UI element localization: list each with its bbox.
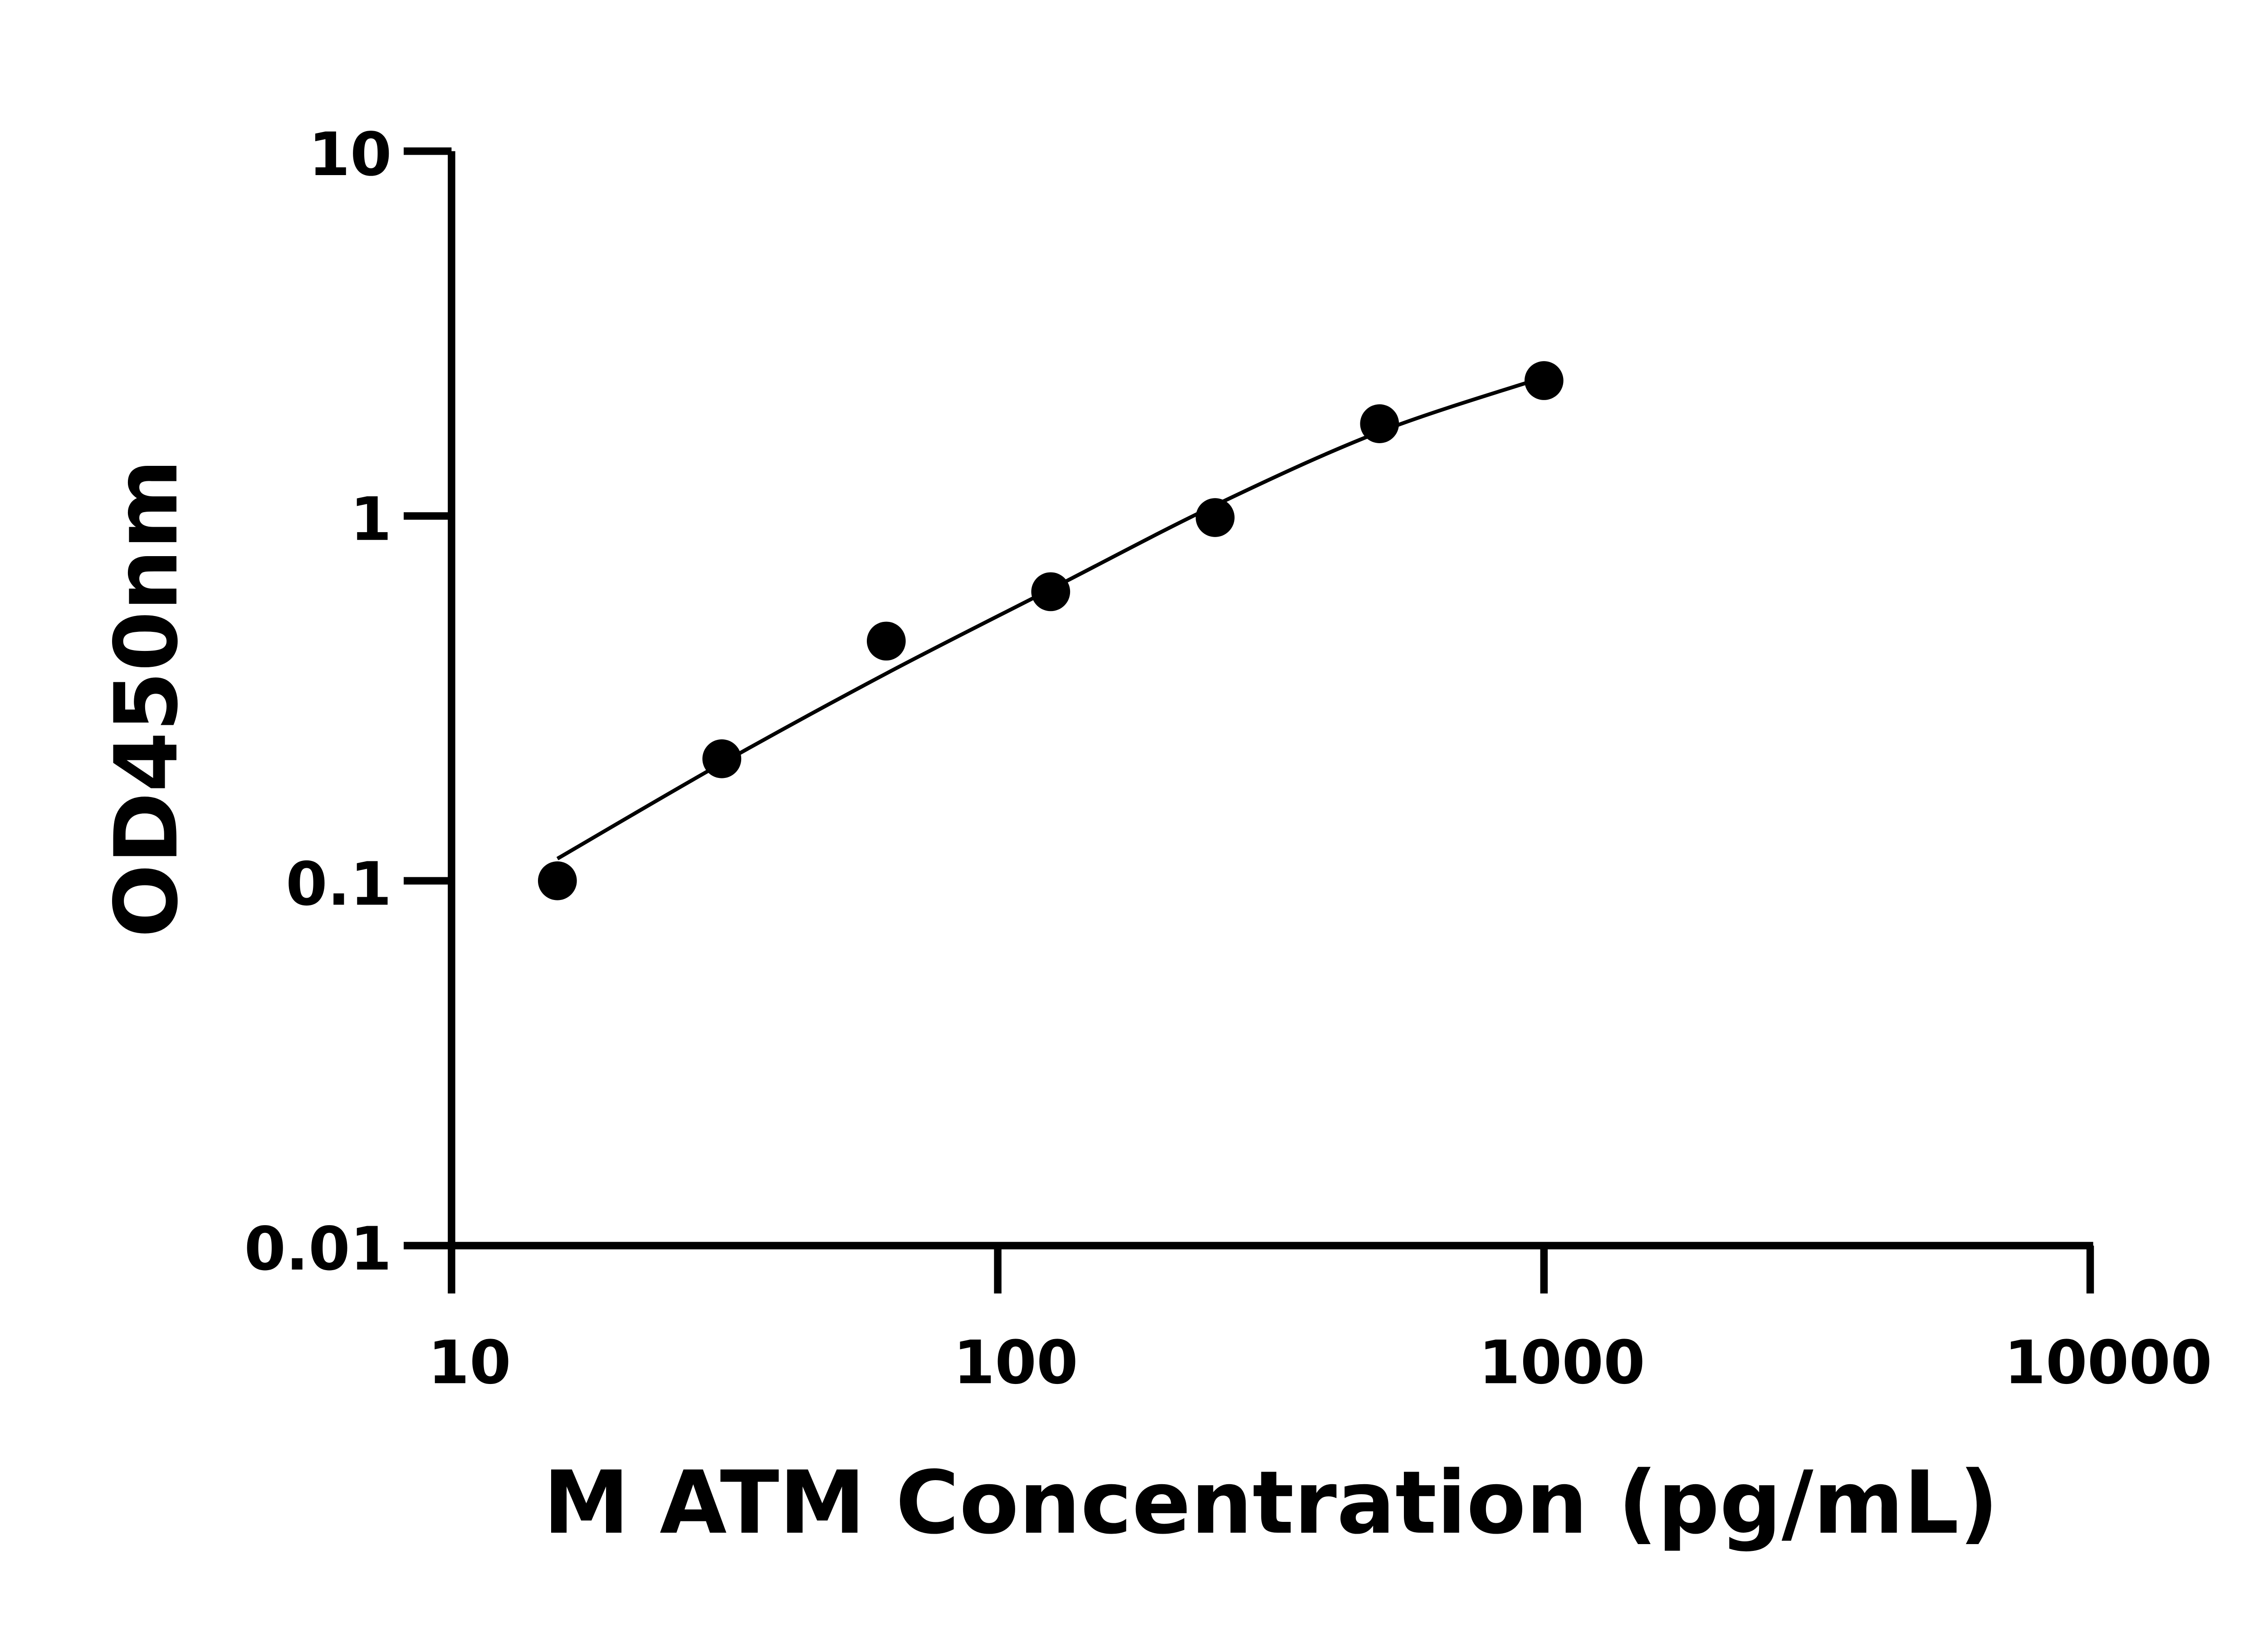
x-tick-label: 100 <box>953 1328 1078 1398</box>
tick-labels: 10 100 1000 10000 0.01 0.1 1 10 <box>244 120 2212 1398</box>
data-points <box>538 361 1564 900</box>
x-axis-title: M ATM Concentration (pg/mL) <box>543 1453 1999 1554</box>
data-point <box>866 621 906 661</box>
x-tick-label: 10 <box>428 1328 511 1398</box>
fit-curve <box>556 375 1545 861</box>
data-point <box>1524 361 1564 400</box>
x-tick-label: 1000 <box>1479 1328 1645 1398</box>
axes <box>403 147 2094 1294</box>
data-point <box>1031 572 1070 611</box>
y-tick-label: 0.1 <box>286 850 392 919</box>
y-tick-label: 1 <box>350 485 392 554</box>
y-axis-title: OD450nm <box>97 459 197 938</box>
data-point <box>1195 498 1235 537</box>
data-point <box>702 739 742 778</box>
data-point <box>538 861 577 900</box>
x-tick-label: 10000 <box>2004 1328 2212 1398</box>
y-tick-label: 0.01 <box>244 1215 391 1284</box>
y-tick-label: 10 <box>308 120 391 190</box>
data-point <box>1360 404 1399 443</box>
